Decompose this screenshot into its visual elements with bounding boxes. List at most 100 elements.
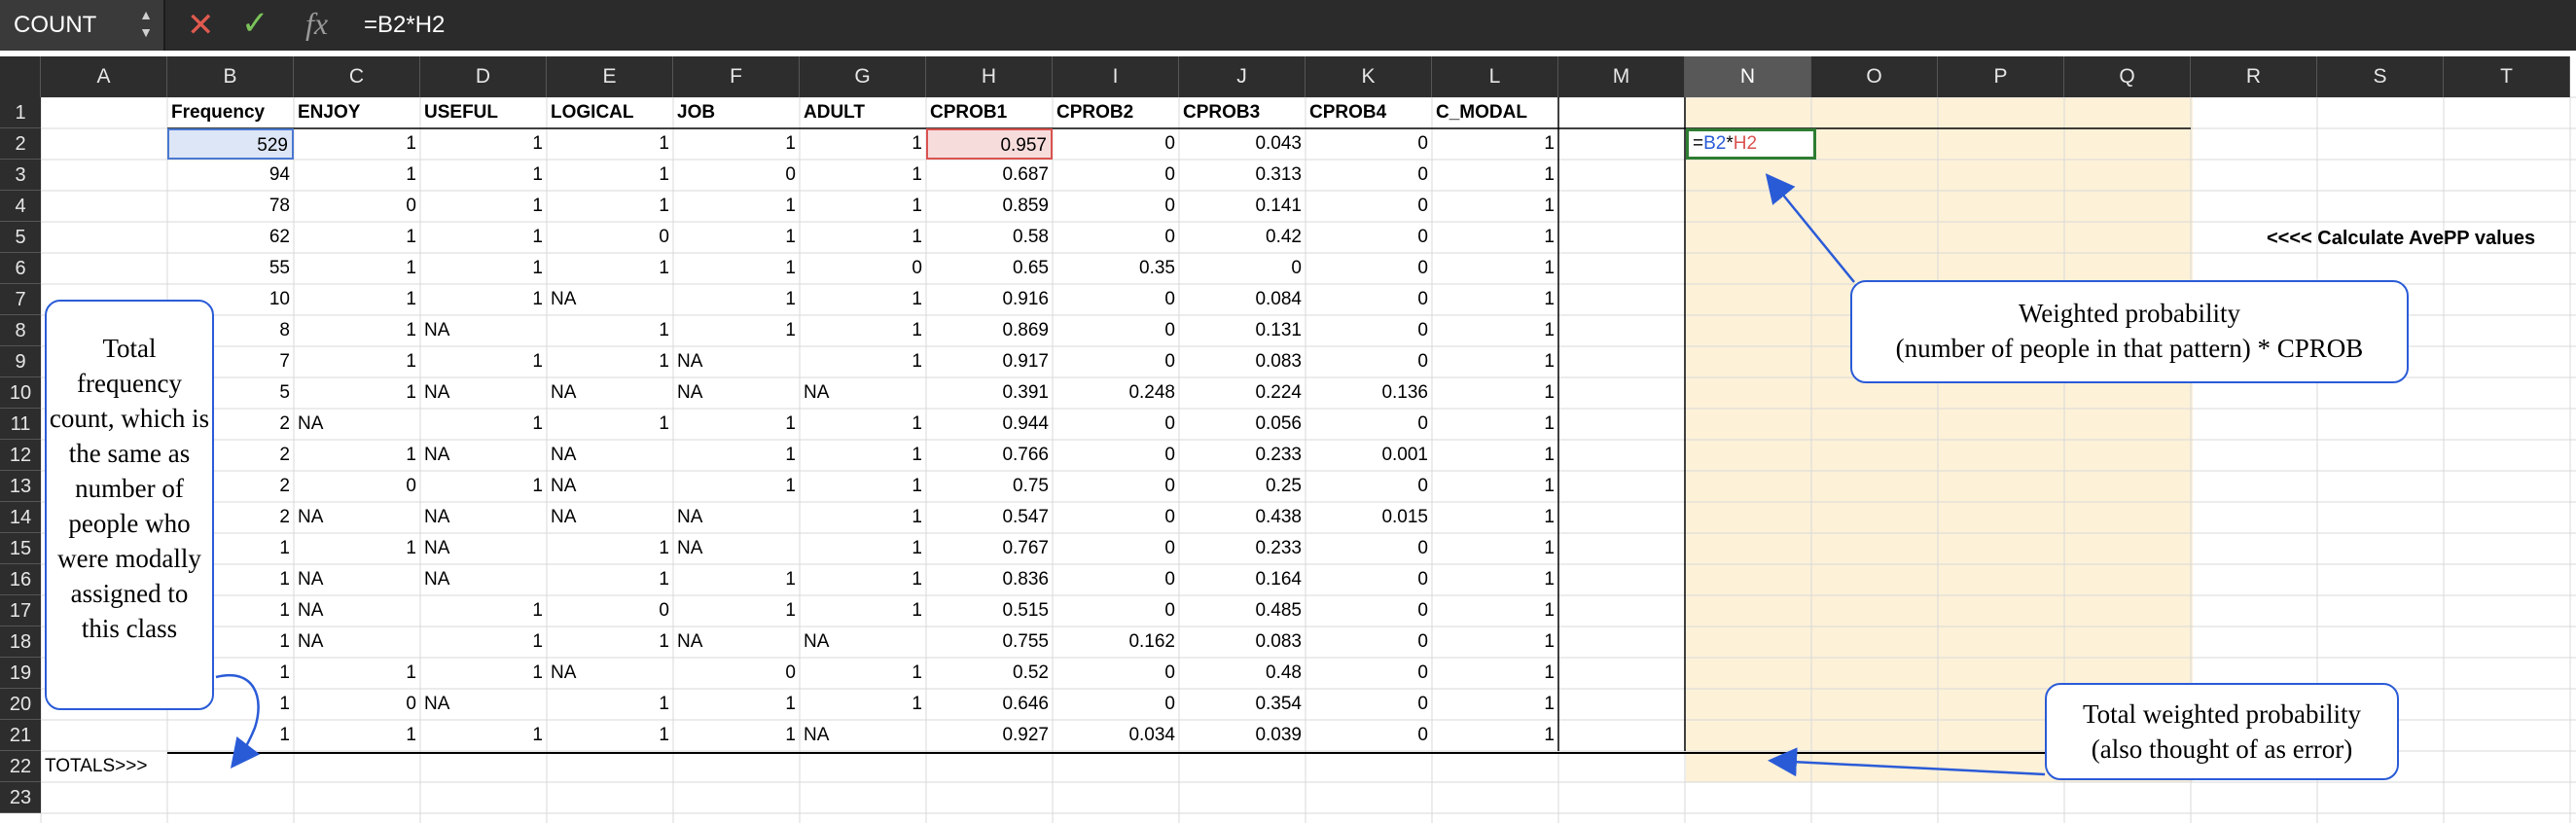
cell-h4[interactable]: 0.859 [1002, 196, 1049, 216]
cell-j16[interactable]: 0.164 [1255, 569, 1302, 590]
cell-i8[interactable]: 0 [1164, 320, 1175, 340]
cell-g10[interactable]: NA [804, 382, 830, 403]
cell-g11[interactable]: 1 [912, 413, 922, 434]
cell-c19[interactable]: 1 [406, 662, 416, 683]
cell-j17[interactable]: 0.485 [1255, 600, 1302, 621]
cell-j13[interactable]: 0.25 [1266, 476, 1302, 496]
cell-j11[interactable]: 0.056 [1255, 413, 1302, 434]
cell-j19[interactable]: 0.48 [1266, 662, 1302, 683]
cell-d7[interactable]: 1 [532, 289, 543, 309]
header-cell-c[interactable]: ENJOY [298, 102, 361, 123]
row-header-8[interactable]: 8 [0, 315, 41, 346]
cell-f16[interactable]: 1 [785, 569, 796, 590]
cell-b21[interactable]: 1 [279, 725, 290, 745]
cell-h20[interactable]: 0.646 [1002, 694, 1049, 714]
cell-h5[interactable]: 0.58 [1013, 227, 1049, 247]
cell-f7[interactable]: 1 [785, 289, 796, 309]
cell-k5[interactable]: 0 [1417, 227, 1428, 247]
cell-f3[interactable]: 0 [785, 164, 796, 185]
cell-j7[interactable]: 0.084 [1255, 289, 1302, 309]
column-header-l[interactable]: L [1432, 56, 1558, 97]
column-header-f[interactable]: F [673, 56, 800, 97]
column-header-q[interactable]: Q [2064, 56, 2191, 97]
cell-b19[interactable]: 1 [279, 662, 290, 683]
cell-c2[interactable]: 1 [406, 133, 416, 154]
cell-b13[interactable]: 2 [279, 476, 290, 496]
cell-b8[interactable]: 8 [279, 320, 290, 340]
cell-f6[interactable]: 1 [785, 258, 796, 278]
cell-c10[interactable]: 1 [406, 382, 416, 403]
cell-e2[interactable]: 1 [659, 133, 669, 154]
cell-l6[interactable]: 1 [1544, 258, 1555, 278]
cell-f10[interactable]: NA [677, 382, 703, 403]
row-header-2[interactable]: 2 [0, 128, 41, 160]
cell-d18[interactable]: 1 [532, 631, 543, 652]
cell-l8[interactable]: 1 [1544, 320, 1555, 340]
cell-j3[interactable]: 0.313 [1255, 164, 1302, 185]
cell-i13[interactable]: 0 [1164, 476, 1175, 496]
cell-e7[interactable]: NA [551, 289, 577, 309]
cell-d15[interactable]: NA [424, 538, 450, 558]
cell-j8[interactable]: 0.131 [1255, 320, 1302, 340]
cell-k9[interactable]: 0 [1417, 351, 1428, 372]
cell-l15[interactable]: 1 [1544, 538, 1555, 558]
cell-f14[interactable]: NA [677, 507, 703, 527]
cell-g5[interactable]: 1 [912, 227, 922, 247]
cell-e15[interactable]: 1 [659, 538, 669, 558]
cell-e11[interactable]: 1 [659, 413, 669, 434]
cell-j21[interactable]: 0.039 [1255, 725, 1302, 745]
cell-d20[interactable]: NA [424, 694, 450, 714]
cell-e16[interactable]: 1 [659, 569, 669, 590]
cell-g19[interactable]: 1 [912, 662, 922, 683]
cell-b4[interactable]: 78 [268, 196, 290, 216]
confirm-check-icon[interactable]: ✓ [241, 5, 269, 42]
cancel-x-icon[interactable]: ✕ [187, 7, 215, 44]
column-header-d[interactable]: D [420, 56, 547, 97]
cell-h19[interactable]: 0.52 [1013, 662, 1049, 683]
cell-e8[interactable]: 1 [659, 320, 669, 340]
column-header-j[interactable]: J [1179, 56, 1306, 97]
cell-f12[interactable]: 1 [785, 445, 796, 465]
cell-i11[interactable]: 0 [1164, 413, 1175, 434]
header-cell-l[interactable]: C_MODAL [1436, 102, 1527, 123]
cell-h16[interactable]: 0.836 [1002, 569, 1049, 590]
cell-e4[interactable]: 1 [659, 196, 669, 216]
cell-g7[interactable]: 1 [912, 289, 922, 309]
cell-i4[interactable]: 0 [1164, 196, 1175, 216]
cell-c20[interactable]: 0 [406, 694, 416, 714]
cell-c15[interactable]: 1 [406, 538, 416, 558]
cell-k3[interactable]: 0 [1417, 164, 1428, 185]
header-cell-f[interactable]: JOB [677, 102, 716, 123]
cell-b11[interactable]: 2 [279, 413, 290, 434]
cell-h11[interactable]: 0.944 [1002, 413, 1049, 434]
header-cell-e[interactable]: LOGICAL [551, 102, 634, 123]
column-header-i[interactable]: I [1053, 56, 1179, 97]
cell-l17[interactable]: 1 [1544, 600, 1555, 621]
cell-c8[interactable]: 1 [406, 320, 416, 340]
cell-d14[interactable]: NA [424, 507, 450, 527]
cell-l19[interactable]: 1 [1544, 662, 1555, 683]
cell-i3[interactable]: 0 [1164, 164, 1175, 185]
cell-f18[interactable]: NA [677, 631, 703, 652]
cell-d11[interactable]: 1 [532, 413, 543, 434]
cell-g21[interactable]: NA [804, 725, 830, 745]
cell-b10[interactable]: 5 [279, 382, 290, 403]
header-cell-i[interactable]: CPROB2 [1056, 102, 1134, 123]
column-header-r[interactable]: R [2191, 56, 2317, 97]
cell-i10[interactable]: 0.248 [1128, 382, 1175, 403]
column-header-k[interactable]: K [1306, 56, 1432, 97]
cell-b14[interactable]: 2 [279, 507, 290, 527]
cell-l7[interactable]: 1 [1544, 289, 1555, 309]
cell-d21[interactable]: 1 [532, 725, 543, 745]
cell-c5[interactable]: 1 [406, 227, 416, 247]
cell-d17[interactable]: 1 [532, 600, 543, 621]
header-cell-k[interactable]: CPROB4 [1309, 102, 1387, 123]
cell-g13[interactable]: 1 [912, 476, 922, 496]
cell-e12[interactable]: NA [551, 445, 577, 465]
cell-d12[interactable]: NA [424, 445, 450, 465]
cell-l5[interactable]: 1 [1544, 227, 1555, 247]
cell-c18[interactable]: NA [298, 631, 324, 652]
cell-i21[interactable]: 0.034 [1128, 725, 1175, 745]
cell-k8[interactable]: 0 [1417, 320, 1428, 340]
cell-k11[interactable]: 0 [1417, 413, 1428, 434]
